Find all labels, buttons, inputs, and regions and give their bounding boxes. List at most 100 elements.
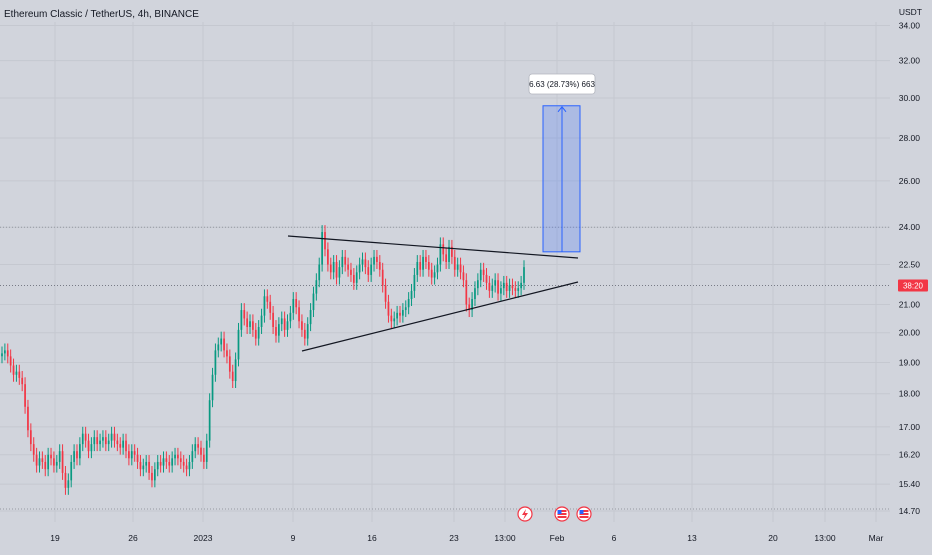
candle-body bbox=[208, 400, 211, 441]
x-tick-label: 6 bbox=[612, 533, 617, 543]
y-tick-label: 14.70 bbox=[899, 506, 921, 516]
lightning-event-icon[interactable] bbox=[517, 506, 533, 522]
candle-body bbox=[459, 264, 462, 273]
candle-body bbox=[113, 433, 116, 441]
candle-body bbox=[355, 272, 358, 283]
candle-body bbox=[177, 454, 179, 459]
candle-body bbox=[254, 329, 257, 339]
flag-canton bbox=[557, 510, 562, 514]
x-tick-label: 26 bbox=[128, 533, 138, 543]
candle-body bbox=[301, 321, 303, 330]
flag-canton bbox=[579, 510, 584, 514]
candle-body bbox=[44, 461, 47, 470]
candle-body bbox=[422, 256, 424, 270]
candle-body bbox=[494, 280, 497, 286]
candle-body bbox=[275, 326, 277, 336]
candle-body bbox=[41, 458, 44, 462]
candle-body bbox=[174, 454, 176, 459]
candle-body bbox=[70, 461, 73, 481]
flag-stripe bbox=[557, 516, 567, 518]
x-tick-label: 16 bbox=[367, 533, 377, 543]
lightning-glyph bbox=[522, 509, 528, 520]
candle-body bbox=[220, 338, 223, 345]
candle-body bbox=[179, 458, 182, 462]
candle-body bbox=[511, 285, 514, 289]
candle-body bbox=[283, 318, 286, 330]
candle-body bbox=[171, 458, 174, 466]
candle-body bbox=[376, 256, 378, 262]
candle-body bbox=[252, 321, 254, 330]
candle-body bbox=[505, 282, 508, 291]
candle-body bbox=[482, 269, 485, 275]
candle-body bbox=[116, 440, 119, 445]
candle-body bbox=[203, 454, 205, 462]
measure-label-text: 6.63 (28.73%) 663 bbox=[529, 80, 595, 89]
candle-body bbox=[517, 288, 520, 291]
candle-body bbox=[234, 359, 237, 382]
candle-body bbox=[133, 451, 136, 455]
candle-body bbox=[502, 282, 505, 289]
candle-body bbox=[217, 344, 220, 351]
candle-body bbox=[15, 371, 18, 375]
candle-body bbox=[38, 458, 41, 466]
us-flag-event-icon[interactable] bbox=[576, 506, 592, 522]
candle-body bbox=[370, 264, 373, 275]
candle-body bbox=[6, 350, 9, 357]
candle-body bbox=[508, 285, 511, 291]
candle-body bbox=[226, 350, 228, 357]
candle-body bbox=[90, 444, 93, 452]
candle-body bbox=[419, 261, 422, 270]
candle-body bbox=[93, 437, 96, 445]
candle-body bbox=[139, 461, 142, 470]
y-tick-label: 34.00 bbox=[899, 21, 921, 31]
candle-body bbox=[318, 264, 321, 281]
candle-body bbox=[159, 461, 162, 466]
candle-body bbox=[153, 469, 156, 481]
candle-body bbox=[335, 261, 338, 278]
candle-body bbox=[485, 274, 488, 283]
candle-body bbox=[451, 246, 453, 257]
lower-trendline[interactable] bbox=[301, 281, 579, 352]
candle-body bbox=[24, 384, 26, 407]
x-tick-label: 19 bbox=[50, 533, 60, 543]
candle-body bbox=[399, 312, 401, 316]
candle-body bbox=[425, 256, 427, 262]
candle-body bbox=[407, 299, 410, 308]
candle-body bbox=[87, 440, 90, 452]
candle-body bbox=[289, 312, 292, 322]
candle-body bbox=[76, 451, 78, 459]
candle-body bbox=[266, 296, 269, 302]
candle-body bbox=[436, 264, 439, 273]
candle-body bbox=[347, 264, 349, 270]
candle-body bbox=[151, 472, 153, 481]
upper-trendline[interactable] bbox=[287, 235, 579, 259]
candle-body bbox=[185, 465, 188, 470]
candle-body bbox=[476, 280, 479, 289]
flag-stripe bbox=[579, 510, 589, 512]
x-tick-label: Feb bbox=[550, 533, 565, 543]
candle-body bbox=[237, 329, 240, 360]
flag-stripe bbox=[557, 513, 567, 515]
candle-body bbox=[321, 232, 323, 265]
candle-body bbox=[9, 356, 12, 366]
candle-body bbox=[471, 299, 473, 311]
candle-body bbox=[332, 261, 335, 273]
x-tick-label: 13:00 bbox=[814, 533, 836, 543]
candle-body bbox=[500, 288, 502, 294]
candle-body bbox=[223, 338, 225, 351]
candle-body bbox=[462, 272, 465, 281]
x-tick-label: 13:00 bbox=[494, 533, 516, 543]
us-flag-event-icon[interactable] bbox=[554, 506, 570, 522]
candle-body bbox=[53, 458, 55, 466]
candle-body bbox=[384, 285, 387, 302]
symbol-title: Ethereum Classic / TetherUS, 4h, BINANCE bbox=[4, 9, 199, 20]
candle-body bbox=[298, 307, 300, 322]
candle-body bbox=[364, 259, 367, 268]
candle-body bbox=[404, 307, 407, 311]
candle-body bbox=[439, 244, 442, 265]
y-tick-label: 15.40 bbox=[899, 479, 921, 489]
candle-body bbox=[84, 433, 87, 441]
candle-body bbox=[523, 267, 525, 283]
y-tick-label: 18.00 bbox=[899, 389, 921, 399]
